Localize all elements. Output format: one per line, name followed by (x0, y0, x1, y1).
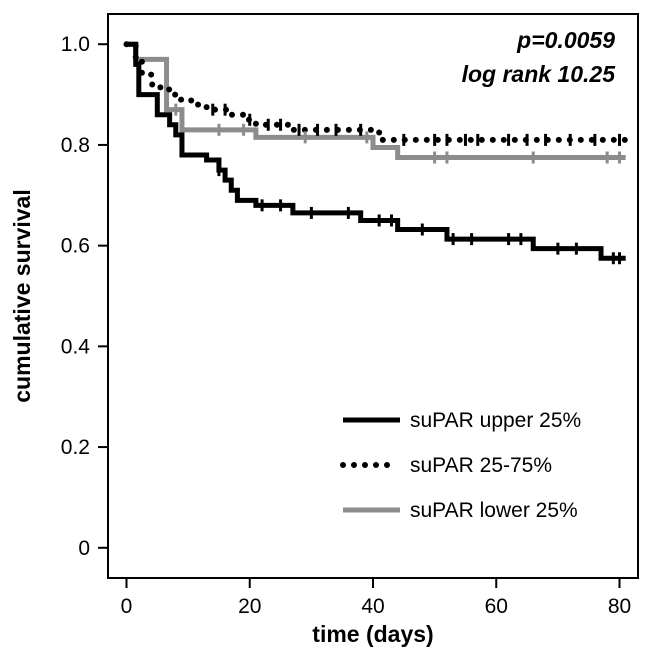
y-tick-label: 0.8 (61, 134, 90, 157)
x-axis-title: time (days) (312, 621, 433, 647)
x-tick-label: 40 (361, 595, 384, 618)
series-line-0 (126, 41, 626, 261)
x-tick-label: 20 (238, 595, 261, 618)
y-tick-label: 0.2 (61, 436, 90, 459)
x-tick-label: 60 (485, 595, 508, 618)
y-tick-label: 0.6 (61, 235, 90, 258)
plot-frame (107, 13, 639, 579)
y-axis-title: cumulative survival (9, 189, 35, 403)
y-tick-label: 0 (78, 537, 90, 560)
axes: 0 0.2 0.4 0.6 0.8 1.0 0 20 40 60 80 (61, 33, 631, 618)
censor-marks (174, 103, 622, 265)
y-tick-label: 0.4 (61, 335, 91, 358)
series-line-1 (123, 41, 629, 143)
y-tick-label: 1.0 (61, 33, 90, 56)
log-rank-annotation: log rank 10.25 (462, 61, 617, 87)
legend: suPAR upper 25% suPAR 25-75% suPAR lower 2… (340, 409, 581, 522)
p-value-annotation: p=0.0059 (516, 27, 615, 53)
legend-label-1: suPAR 25-75% (410, 454, 552, 477)
x-tick-label: 0 (121, 595, 133, 618)
legend-label-0: suPAR upper 25% (410, 409, 581, 432)
x-tick-label: 80 (608, 595, 631, 618)
legend-label-2: suPAR lower 25% (410, 499, 578, 522)
